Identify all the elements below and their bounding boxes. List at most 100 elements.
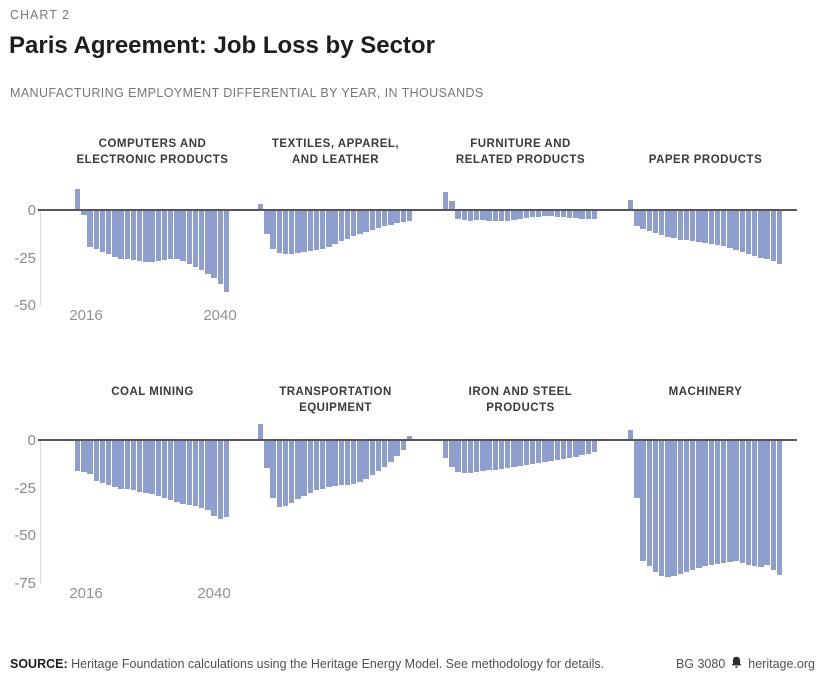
bar-2032 [727,211,733,249]
bar-2017 [81,211,87,215]
bar-2019 [93,441,99,481]
bar-2040 [223,441,230,517]
bar-2020 [652,441,659,573]
bar-2038 [211,211,217,278]
bar-2034 [739,211,745,252]
bar-2029 [708,211,714,245]
chart-title-line: PAPER PRODUCTS [648,153,763,166]
bar-2028 [517,441,523,466]
bar-2030 [344,211,351,239]
bar-2032 [174,211,180,260]
bar-2036 [752,441,758,567]
bar-2028 [332,211,338,245]
bar-2030 [714,211,721,246]
bar-2031 [721,211,727,247]
bar-2030 [714,441,721,564]
bar-2019 [276,441,282,507]
bar-2017 [264,441,270,468]
bar-2039 [400,441,406,450]
bar-2036 [382,441,388,467]
bar-2021 [106,441,112,485]
bar-2017 [81,441,87,473]
bar-2020 [467,211,474,221]
bar-2034 [739,441,745,563]
bar-2016 [258,423,264,439]
bar-2020 [99,441,106,483]
y-tick-label: -50 [14,297,36,314]
bar-2034 [554,441,560,460]
zero-axis-line [38,439,797,441]
bar-2026 [505,441,511,468]
bar-2019 [461,441,467,474]
bar-2023 [486,211,492,221]
bar-2040 [776,441,783,575]
chart-title-furniture-related-products: FURNITURE AND RELATED PRODUCTS [416,130,626,168]
chart-title-line: TEXTILES, APPAREL, [271,138,400,150]
bar-2016 [75,189,81,209]
bar-2037 [205,211,211,274]
bar-2016 [443,191,449,209]
bar-2033 [733,441,739,561]
bar-2032 [542,441,548,462]
bar-2040 [776,211,783,265]
bar-2024 [307,441,313,494]
bar-2038 [394,211,400,224]
y-tick-label: 0 [27,432,36,449]
bar-2016 [443,441,449,459]
bar-2017 [449,201,455,209]
bar-2037 [388,211,394,226]
bar-2038 [764,441,770,566]
bar-2040 [406,211,413,222]
bar-2018 [270,441,276,498]
bar-2034 [369,441,375,476]
bar-2039 [217,441,223,519]
bar-2036 [752,211,758,256]
chart-title-line: IRON AND STEEL [468,386,573,398]
bar-2020 [467,441,474,474]
bar-2035 [745,211,752,254]
bar-2024 [492,441,498,470]
bar-2035 [192,211,199,268]
bar-2030 [161,211,168,261]
bar-2029 [523,211,529,218]
bar-2028 [149,441,155,495]
bar-2022 [112,441,118,487]
bar-2032 [357,211,363,234]
bar-2024 [492,211,498,222]
bar-2032 [174,441,180,502]
page-title: Paris Agreement: Job Loss by Sector [9,32,435,59]
y-tick-label: -50 [14,527,36,544]
chart-kicker: CHART 2 [10,8,71,22]
bar-2021 [474,211,480,220]
bar-2033 [733,211,739,250]
bar-2033 [548,211,554,216]
bar-2023 [118,441,124,489]
bar-2033 [180,211,186,262]
bar-2040 [223,211,230,292]
bar-2019 [461,211,467,220]
bar-2024 [677,211,683,240]
y-tick-label: 0 [27,202,36,219]
bar-2022 [665,211,671,237]
bar-2028 [702,441,708,567]
chart-title-line: EQUIPMENT [299,401,372,414]
bar-2029 [338,441,344,485]
y-axis-line [40,211,41,306]
bar-2019 [646,441,652,567]
bar-2025 [130,441,137,491]
bar-2023 [486,441,492,471]
site-link[interactable]: heritage.org [748,657,815,671]
bar-2036 [382,211,388,227]
bar-2016 [628,429,634,439]
x-tick-last-year: 2040 [197,585,231,602]
y-axis-line [40,441,41,584]
bar-2028 [332,441,338,486]
bar-2029 [155,441,161,497]
bar-2020 [282,441,289,506]
bar-2039 [400,211,406,223]
bar-2035 [192,441,199,506]
chart-title-paper-products: PAPER PRODUCTS [601,130,811,168]
bar-2031 [351,441,357,484]
bar-2027 [326,211,332,248]
bar-2020 [652,211,659,233]
